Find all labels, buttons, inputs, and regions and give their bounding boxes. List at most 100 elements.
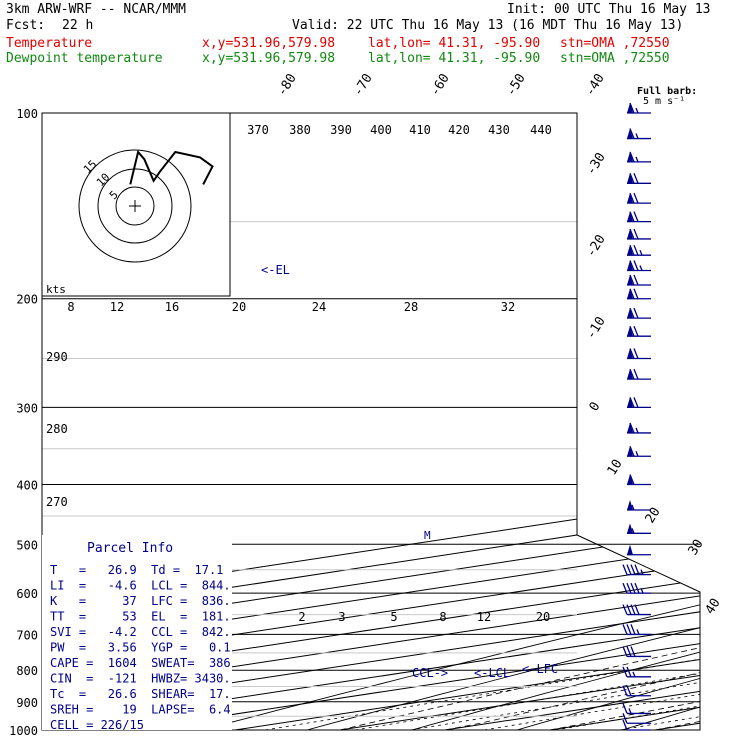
pressure-tick-label: 700	[16, 628, 38, 642]
barb-pennant	[627, 173, 633, 184]
wind-barb	[622, 564, 651, 576]
wind-barb	[622, 712, 651, 724]
wind-barb	[627, 128, 651, 140]
barb-pennant	[627, 523, 633, 534]
barb-key-line1: Full barb:	[637, 86, 697, 97]
model-title: 3km ARW-WRF -- NCAR/MMM	[6, 2, 187, 17]
barb-feather	[633, 260, 639, 271]
temperature-legend: Temperature	[6, 36, 93, 51]
wind-barb	[627, 244, 651, 256]
barb-half-feather	[635, 450, 639, 457]
barb-pennant	[627, 397, 633, 408]
mixing-ratio-label: 2	[298, 610, 305, 624]
barb-half-feather	[635, 156, 639, 163]
barb-feather	[629, 102, 635, 114]
wind-barb	[627, 368, 651, 380]
barb-feather	[629, 151, 635, 163]
barb-pennant	[627, 193, 633, 204]
wind-barb	[627, 274, 651, 286]
barb-feather	[626, 582, 632, 594]
mixing-ratio-line	[484, 592, 700, 730]
barb-half-feather	[631, 528, 635, 534]
barb-feather	[622, 719, 628, 731]
barb-feather	[629, 422, 635, 434]
barb-feather	[626, 685, 632, 696]
barb-half-feather	[628, 708, 632, 714]
barb-feather	[633, 173, 639, 184]
barb-feather	[634, 604, 640, 615]
barb-feather	[629, 260, 635, 271]
temperature-xy: x,y=531.96,579.98	[202, 36, 336, 51]
barb-pennant	[627, 260, 633, 271]
barb-feather	[633, 348, 639, 359]
parcel-info-row: CELL = 226/15	[50, 718, 144, 732]
barb-feather	[629, 228, 635, 240]
barb-feather	[622, 564, 628, 575]
barb-feather	[626, 646, 632, 657]
barb-feather	[622, 646, 628, 657]
isotherm-label: 40	[703, 596, 724, 617]
valid-time: Valid: 22 UTC Thu 16 May 13 (16 MDT Thu …	[292, 18, 684, 33]
barb-feather	[622, 685, 628, 696]
el-annotation: <-EL	[261, 263, 290, 277]
parcel-info-row: K = 37 LFC = 836.	[50, 594, 231, 608]
parcel-info-row: Tc = 26.6 SHEAR= 17.	[50, 687, 231, 701]
theta-line	[727, 113, 740, 730]
barb-pennant	[627, 544, 633, 555]
barb-feather	[622, 703, 628, 714]
barb-feather	[633, 211, 639, 222]
barb-feather	[633, 274, 639, 286]
barb-pennant	[627, 446, 633, 457]
mixing-ratio-label: 12	[477, 610, 491, 624]
isotherm-label: -40	[583, 71, 608, 99]
parcel-info-row: PW = 3.56 YGP = 0.1	[50, 641, 231, 655]
barb-half-feather	[639, 249, 643, 256]
barb-half-feather	[632, 671, 636, 678]
theta-label: 420	[448, 123, 470, 137]
wind-barb	[627, 500, 651, 511]
theta-label: 430	[488, 123, 510, 137]
barb-half-feather	[635, 133, 639, 139]
wind-barb	[622, 685, 651, 697]
wind-barb	[627, 173, 651, 184]
barb-pennant	[627, 369, 633, 380]
pressure-tick-label: 400	[16, 478, 38, 492]
wind-barbs	[622, 102, 651, 731]
barb-feather	[629, 192, 635, 204]
pressure-tick-label: 100	[16, 107, 38, 121]
hodograph-ring-5	[115, 186, 155, 226]
ccl-annotation: CCL->	[412, 666, 448, 680]
isotherm	[42, 113, 700, 730]
barb-feather	[626, 624, 632, 635]
barb-feather	[626, 666, 632, 678]
temperature-station: stn=OMA ,72550	[560, 36, 670, 51]
barb-feather	[634, 582, 640, 594]
theta-line	[411, 113, 700, 730]
barb-feather	[629, 173, 635, 184]
barb-feather	[622, 666, 628, 678]
wind-barb	[622, 604, 651, 616]
theta-line	[306, 113, 700, 730]
isotherm-label: -30	[584, 150, 609, 178]
barb-pennant	[627, 103, 633, 113]
barb-feather	[633, 288, 639, 299]
theta-label: 400	[370, 123, 392, 137]
barb-feather	[629, 474, 635, 485]
parcel-info-row: CIN = -121 HWBZ= 3430.	[50, 672, 231, 686]
wind-barb	[622, 666, 651, 678]
upper-strip-label: 32	[501, 300, 515, 314]
wind-barb	[622, 624, 651, 636]
barb-feather	[622, 604, 628, 615]
barb-half-feather	[635, 107, 639, 114]
barb-feather	[634, 564, 640, 575]
barb-pennant	[627, 474, 633, 485]
barb-half-feather	[640, 587, 644, 594]
barb-key-line2: 5 m s⁻¹	[643, 96, 685, 107]
isotherm-label: -20	[584, 232, 609, 260]
dewpoint-station: stn=OMA ,72550	[560, 51, 670, 66]
pressure-tick-label: 800	[16, 664, 38, 678]
wind-barb	[627, 474, 651, 486]
barb-feather	[622, 624, 628, 635]
barb-feather	[629, 288, 635, 299]
barb-feather	[629, 445, 635, 457]
